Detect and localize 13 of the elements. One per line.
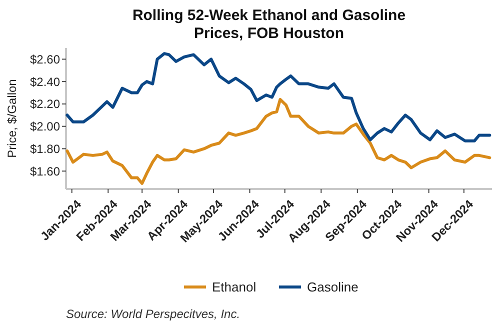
line-series: [66, 98, 492, 185]
y-tick-label: $2.40: [30, 74, 60, 89]
y-tick-label: $2.60: [30, 52, 60, 66]
y-tick-label: $2.20: [30, 97, 60, 112]
line-series: [66, 52, 492, 142]
chart-title: Rolling 52-Week Ethanol and Gasoline Prices, FOB Houston: [132, 7, 406, 42]
legend-label: Ethanol: [212, 280, 256, 295]
source-note: Source: World Perspecitves, Inc.: [66, 307, 240, 321]
y-tick-label: $2.00: [30, 120, 60, 134]
legend-label: Gasoline: [307, 280, 358, 295]
y-tick-label: $1.80: [30, 142, 60, 156]
y-tick-label: $1.60: [30, 164, 60, 178]
y-axis-title: Price, $/Gallon: [5, 79, 19, 158]
